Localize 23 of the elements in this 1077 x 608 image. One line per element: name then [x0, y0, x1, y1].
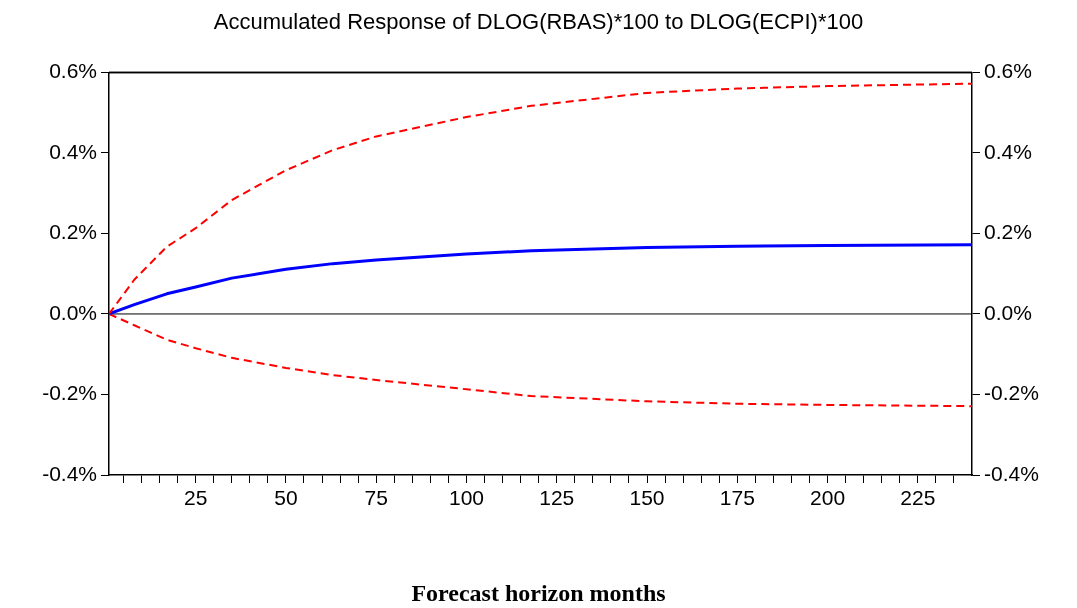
chart-title: Accumulated Response of DLOG(RBAS)*100 to DLOG(ECPI)*100 [213, 9, 864, 35]
x-tick-label: 150 [629, 486, 665, 510]
x-tick-label: 25 [183, 486, 208, 510]
y2-tick-label: 0.4% [984, 139, 1032, 163]
x-tick-label: 75 [364, 486, 388, 510]
x-tick-label: 225 [900, 486, 936, 510]
y-tick-label: 0.6% [49, 59, 97, 83]
x-tick-label: 175 [719, 486, 755, 510]
y-tick-label: 0.4% [49, 139, 97, 163]
y2-tick-label: 0.0% [984, 300, 1032, 324]
x-axis-title: Forecast horizon months [410, 580, 667, 607]
y2-tick-label: -0.2% [984, 381, 1039, 405]
y-tick-label: -0.4% [42, 461, 97, 485]
y-tick-label: 0.0% [49, 300, 97, 324]
x-tick-label: 50 [274, 486, 298, 510]
x-tick-label: 100 [448, 486, 484, 510]
y2-tick-label: 0.2% [984, 220, 1032, 244]
y-tick-label: 0.2% [49, 220, 97, 244]
y-tick-label: -0.2% [42, 381, 97, 405]
y2-tick-label: 0.6% [984, 59, 1032, 83]
x-tick-label: 200 [810, 486, 846, 510]
x-tick-label: 125 [539, 486, 575, 510]
y2-tick-label: -0.4% [984, 461, 1039, 485]
